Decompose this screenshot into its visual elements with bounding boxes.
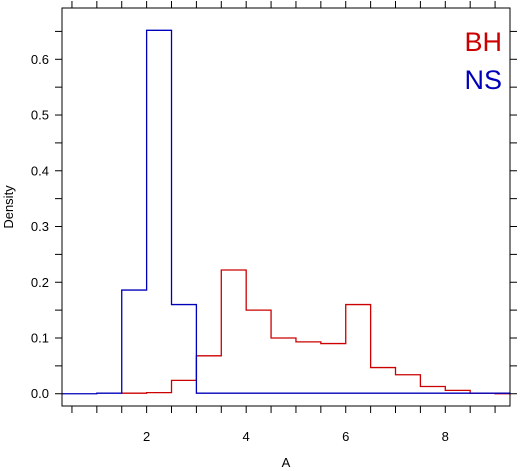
tick-labels: 2 4 6 8 0.0 0.1 0.2 0.3 0.4 0.5 0.6	[31, 52, 449, 444]
legend: BH NS	[464, 27, 502, 95]
y-tick-label: 0.3	[31, 219, 49, 234]
series-ns-step-line	[62, 29, 511, 395]
x-tick-label: 8	[442, 429, 449, 444]
x-axis-title: A	[282, 455, 291, 470]
y-tick-label: 0.1	[31, 330, 49, 345]
x-tick-label: 4	[243, 429, 250, 444]
y-tick-label: 0.6	[31, 52, 49, 67]
axis-ticks	[55, 1, 517, 413]
y-tick-label: 0.4	[31, 163, 49, 178]
x-tick-label: 6	[342, 429, 349, 444]
series-layer	[62, 29, 511, 395]
y-tick-label: 0.5	[31, 108, 49, 123]
y-axis-title: Density	[1, 185, 16, 229]
series-bh-step-line	[121, 269, 510, 395]
x-tick-label: 2	[143, 429, 150, 444]
y-tick-label: 0.2	[31, 275, 49, 290]
legend-entry-ns: NS	[464, 65, 502, 95]
y-tick-label: 0.0	[31, 386, 49, 401]
legend-entry-bh: BH	[464, 27, 502, 57]
plot-frame	[61, 7, 511, 407]
